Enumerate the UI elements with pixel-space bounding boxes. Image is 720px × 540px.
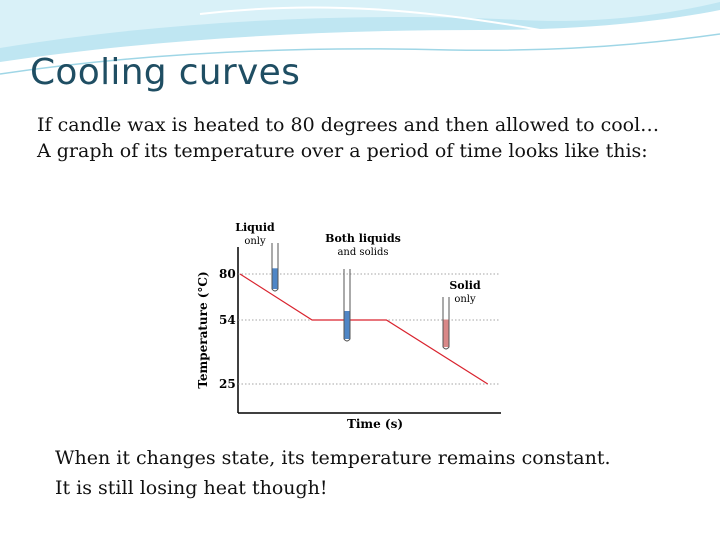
outro-line-2: It is still losing heat though! — [55, 477, 328, 499]
intro-line-2: A graph of its temperature over a period… — [37, 140, 648, 162]
slide-title: Cooling curves — [30, 52, 301, 93]
annotation-label-line1: Solid — [449, 279, 481, 292]
intro-line-1: If candle wax is heated to 80 degrees an… — [37, 114, 660, 136]
tube-fill — [272, 268, 278, 289]
chart-svg: Temperature (°C) Time (s) 80 54 25 Liquid o… — [189, 217, 515, 437]
test-tube-icon — [343, 269, 351, 342]
test-tube-annotation: Liquid only — [235, 221, 279, 292]
x-axis-label: Time (s) — [347, 417, 403, 431]
test-tube-icon — [271, 243, 279, 292]
annotation-label-line1: Liquid — [235, 221, 275, 234]
test-tube-icon — [442, 297, 450, 350]
y-tick-label: 80 — [219, 267, 236, 281]
tube-fill — [443, 319, 449, 347]
test-tube-annotation: Both liquids and solids — [325, 232, 401, 342]
annotation-label-line2: only — [454, 294, 476, 305]
y-tick-label: 54 — [219, 313, 236, 327]
outro-text: When it changes state, its temperature r… — [55, 443, 695, 503]
y-tick-label: 25 — [219, 377, 236, 391]
header-swoosh — [0, 0, 720, 75]
intro-text: If candle wax is heated to 80 degrees an… — [37, 112, 677, 164]
annotation-label-line2: only — [244, 236, 266, 247]
annotation-label-line1: Both liquids — [325, 232, 401, 245]
cooling-curve-chart: Temperature (°C) Time (s) 80 54 25 Liquid o… — [189, 217, 515, 437]
tube-fill — [344, 311, 350, 339]
annotation-label-line2: and solids — [337, 247, 388, 258]
outro-line-1: When it changes state, its temperature r… — [55, 447, 611, 469]
y-axis-label: Temperature (°C) — [196, 271, 210, 388]
test-tube-annotation: Solid only — [442, 279, 481, 350]
